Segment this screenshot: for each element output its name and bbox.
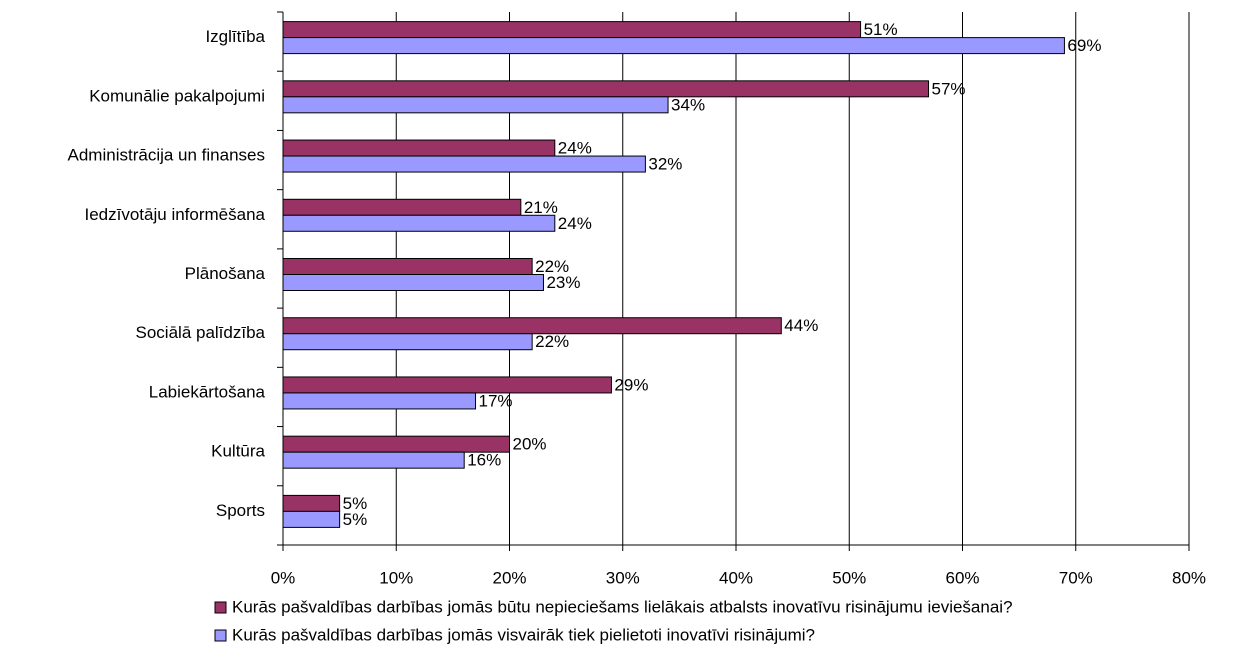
x-tick-label: 30%: [606, 568, 640, 587]
x-tick-label: 50%: [832, 568, 866, 587]
bar: [282, 37, 1065, 55]
value-label: 20%: [513, 435, 547, 454]
value-label: 22%: [535, 257, 569, 276]
bar: [282, 333, 533, 351]
y-tick-label: Labiekārtošana: [149, 382, 266, 401]
y-tick-label: Administrācija un finanses: [68, 146, 265, 165]
value-label: 24%: [558, 214, 592, 233]
x-tick-label: 40%: [719, 568, 753, 587]
value-label: 51%: [864, 20, 898, 39]
y-tick-label: Plānošana: [185, 264, 266, 283]
bar: [282, 392, 477, 410]
bar: [282, 451, 465, 469]
bar: [282, 155, 646, 173]
value-label: 16%: [467, 451, 501, 470]
y-tick-label: Komunālie pakalpojumi: [89, 86, 265, 105]
y-tick-label: Sports: [216, 501, 265, 520]
y-tick-label: Izglītība: [205, 27, 265, 46]
y-tick-label: Kultūra: [211, 442, 265, 461]
bar: [282, 258, 533, 275]
value-label: 17%: [479, 391, 513, 410]
value-label: 57%: [932, 79, 966, 98]
legend-swatch: [214, 629, 227, 642]
value-label: 22%: [535, 332, 569, 351]
bar: [282, 96, 669, 114]
legend-label: Kurās pašvaldības darbības jomās būtu ne…: [232, 597, 1013, 616]
bar: [282, 80, 930, 98]
value-label: 34%: [671, 95, 705, 114]
bar: [282, 274, 544, 291]
bar: [282, 510, 341, 528]
value-label: 32%: [648, 155, 682, 174]
legend-label: Kurās pašvaldības darbības jomās visvair…: [232, 625, 815, 644]
legend-swatch: [214, 601, 227, 614]
value-label: 5%: [343, 494, 368, 513]
value-label: 23%: [546, 273, 580, 292]
bar: [282, 198, 522, 216]
value-label: 69%: [1067, 36, 1101, 55]
x-tick-label: 70%: [1059, 568, 1093, 587]
x-tick-label: 0%: [271, 568, 296, 587]
x-tick-label: 80%: [1172, 568, 1206, 587]
value-label: 21%: [524, 198, 558, 217]
bar: [282, 139, 556, 157]
bar: [282, 376, 612, 394]
bar: [282, 21, 862, 39]
bar: [282, 214, 556, 232]
bar: [282, 317, 782, 335]
x-tick-label: 10%: [379, 568, 413, 587]
value-label: 29%: [614, 375, 648, 394]
x-tick-label: 20%: [492, 568, 526, 587]
value-label: 24%: [558, 139, 592, 158]
x-tick-label: 60%: [945, 568, 979, 587]
y-tick-label: Sociālā palīdzība: [136, 323, 266, 342]
value-label: 44%: [784, 316, 818, 335]
value-label: 5%: [343, 510, 368, 529]
bar: [282, 494, 341, 512]
y-tick-label: Iedzīvotāju informēšana: [85, 205, 266, 224]
